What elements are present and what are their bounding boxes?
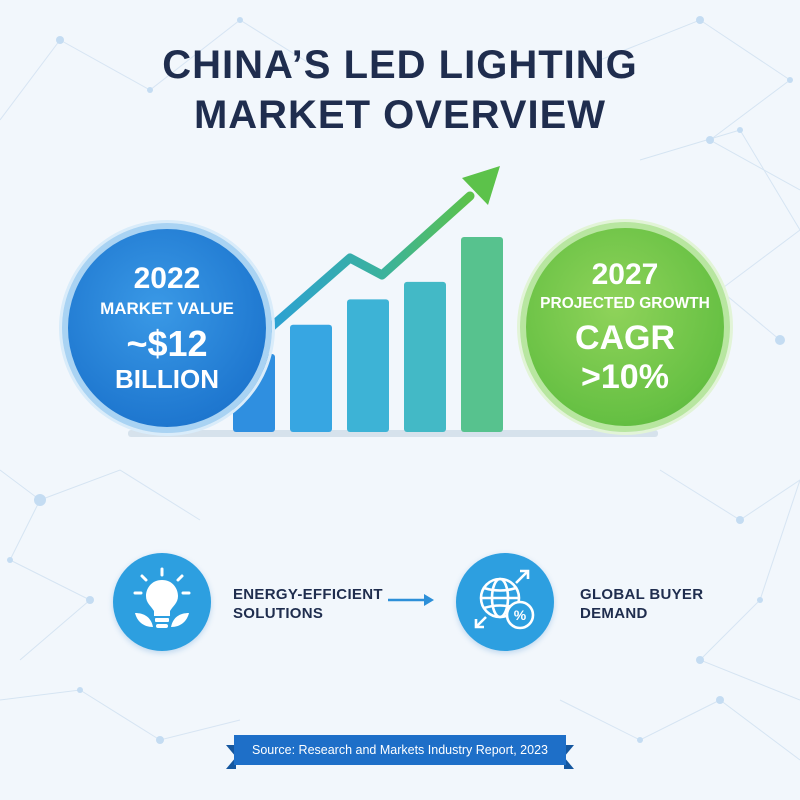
projected-growth-year: 2027	[591, 258, 659, 291]
chart-baseline	[128, 430, 658, 437]
banner-left-tail	[226, 745, 236, 769]
lightbulb-leaf-icon	[113, 553, 211, 651]
trend-arrowhead	[462, 166, 500, 205]
chart-bar-2	[290, 324, 332, 432]
projected-growth-metric: CAGR	[574, 319, 676, 357]
projected-growth-label: PROJECTED GROWTH	[540, 295, 710, 312]
projected-growth-circle: 2027 PROJECTED GROWTH CAGR >10%	[520, 222, 730, 432]
market-value-year: 2022	[133, 262, 201, 295]
title-line-1: CHINA’S LED LIGHTING	[162, 43, 638, 87]
feature-energy-efficient: ENERGY-EFFICIENT SOLUTIONS	[233, 585, 383, 623]
feature-energy-line-1: ENERGY-EFFICIENT	[233, 586, 383, 603]
feature-energy-line-2: SOLUTIONS	[233, 605, 324, 622]
chart-bar-5	[461, 237, 503, 432]
title-line-2: MARKET OVERVIEW	[193, 93, 607, 137]
globe-percent-icon: %	[456, 553, 554, 651]
banner-right-tail	[564, 745, 574, 769]
right-arrow-icon	[388, 594, 434, 606]
chart-bar-4	[404, 281, 446, 432]
market-value-amount: ~$12	[126, 323, 208, 364]
trend-arrow-line	[257, 191, 475, 340]
svg-text:%: %	[514, 607, 527, 623]
page-title: CHINA’S LED LIGHTING MARKET OVERVIEW	[0, 40, 800, 140]
feature-global-demand: GLOBAL BUYER DEMAND	[580, 585, 703, 623]
feature-global-line-2: DEMAND	[580, 605, 648, 622]
source-banner: Source: Research and Markets Industry Re…	[234, 735, 566, 765]
chart-bar-3	[347, 299, 389, 432]
market-value-label: MARKET VALUE	[100, 299, 234, 318]
projected-growth-rate: >10%	[581, 358, 669, 396]
feature-global-line-1: GLOBAL BUYER	[580, 586, 704, 603]
market-value-unit: BILLION	[115, 364, 219, 394]
market-value-circle: 2022 MARKET VALUE ~$12 BILLION	[62, 223, 272, 433]
